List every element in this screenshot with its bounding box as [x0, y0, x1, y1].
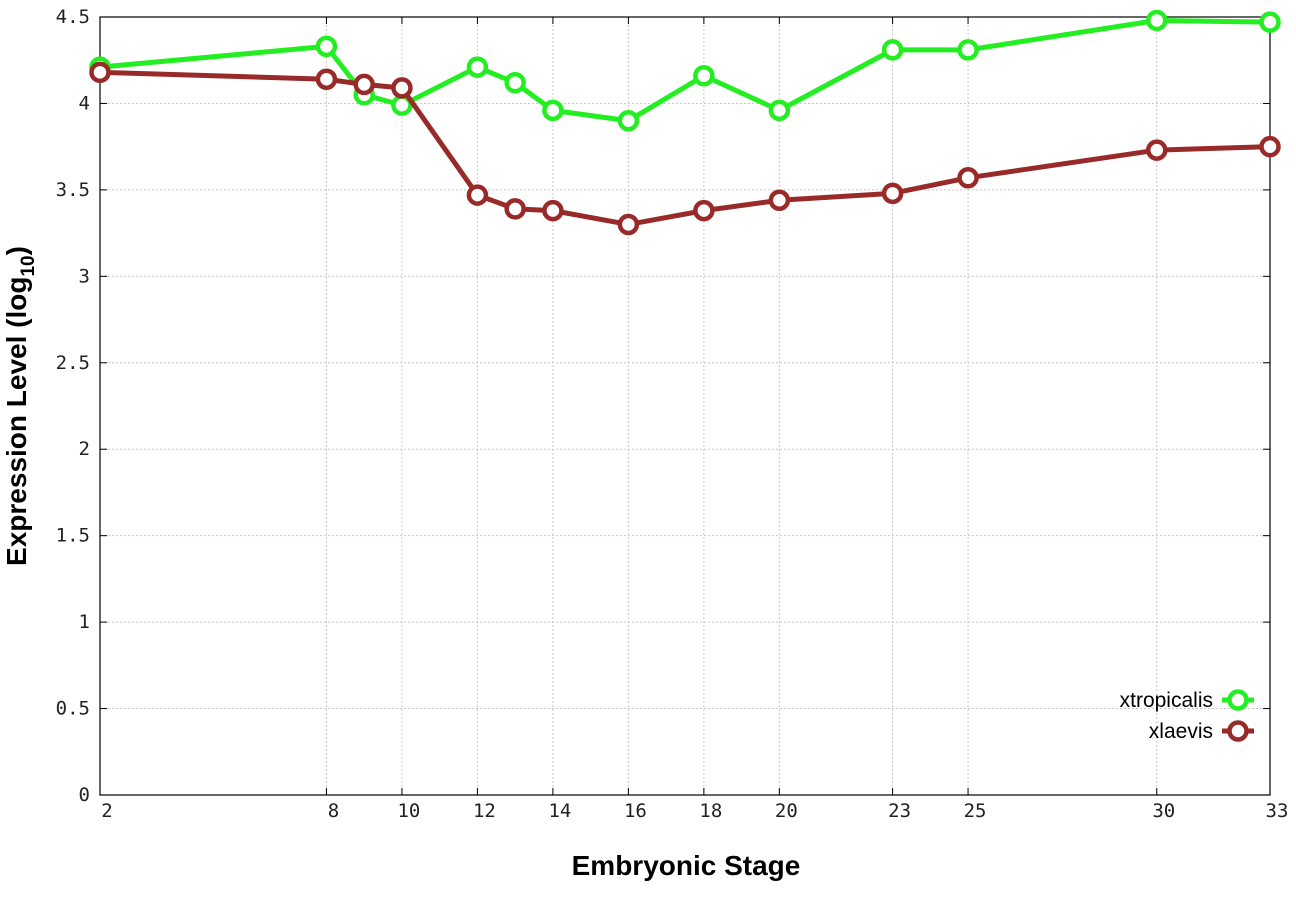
y-tick-label: 2.5 — [56, 352, 90, 374]
x-tick-label: 33 — [1266, 800, 1289, 822]
data-point-xtropicalis — [957, 39, 979, 61]
y-axis-title-main: Expression Level (log — [1, 277, 32, 566]
legend-marker — [1227, 720, 1249, 742]
plot-frame — [99, 16, 1271, 796]
y-tick-label: 0 — [79, 784, 90, 806]
series-line-xlaevis — [99, 69, 1271, 227]
data-point-xlaevis — [1259, 135, 1281, 158]
data-point-xtropicalis — [881, 39, 904, 61]
x-tick-label: 10 — [397, 800, 420, 822]
data-point-xlaevis — [881, 182, 904, 205]
legend-marker — [1227, 689, 1249, 711]
y-tick-label: 1.5 — [56, 525, 90, 547]
axis-ticks: 0 0.5 1 1.5 2 2.5 3 3.5 4 4.5 2 8 10 12 14 16 18 20 23 25 30… — [56, 6, 1289, 822]
data-point-xlaevis — [768, 189, 791, 212]
data-point-xtropicalis — [693, 65, 715, 87]
data-point-xtropicalis — [617, 109, 640, 132]
x-axis-title: Embryonic Stage — [572, 850, 801, 881]
x-tick-label: 23 — [888, 800, 911, 822]
data-point-xtropicalis — [1259, 11, 1281, 33]
x-tick-label: 20 — [775, 800, 798, 822]
data-point-xlaevis — [957, 167, 979, 189]
x-tick-label: 16 — [624, 800, 647, 822]
x-tick-label: 18 — [699, 800, 722, 822]
legend-label: xlaevis — [1149, 720, 1213, 743]
data-point-xtropicalis — [504, 71, 526, 94]
x-tick-label: 2 — [101, 800, 112, 822]
data-point-xtropicalis — [542, 99, 564, 122]
data-point-xlaevis — [542, 199, 564, 222]
data-point-xlaevis — [353, 73, 375, 96]
y-tick-label: 4.5 — [56, 6, 90, 28]
series-layer — [89, 9, 1281, 236]
x-tick-label: 30 — [1152, 800, 1175, 822]
legend: xtropicalis xlaevis — [1120, 689, 1254, 743]
data-point-xtropicalis — [315, 35, 338, 58]
y-tick-label: 3 — [79, 265, 90, 287]
data-point-xlaevis — [89, 61, 111, 84]
data-point-xlaevis — [617, 213, 640, 236]
data-point-xtropicalis — [466, 56, 489, 78]
y-tick-label: 4 — [79, 92, 90, 114]
y-tick-label: 0.5 — [56, 698, 90, 720]
x-tick-label: 25 — [964, 800, 987, 822]
series-xlaevis — [89, 61, 1281, 236]
data-point-xlaevis — [466, 184, 489, 206]
data-point-xlaevis — [504, 198, 526, 220]
x-tick-label: 8 — [328, 800, 339, 822]
x-tick-label: 12 — [473, 800, 496, 822]
y-axis-title-subscript: 10 — [18, 255, 39, 276]
data-point-xtropicalis — [768, 99, 791, 122]
series-line-xtropicalis — [99, 17, 1271, 124]
y-tick-label: 3.5 — [56, 179, 90, 201]
y-tick-label: 1 — [79, 611, 90, 633]
data-point-xlaevis — [1146, 139, 1168, 161]
grid-lines — [100, 17, 1270, 795]
data-point-xlaevis — [391, 77, 413, 99]
data-point-xtropicalis — [1146, 9, 1168, 32]
legend-label: xtropicalis — [1120, 689, 1213, 712]
data-point-xlaevis — [315, 68, 338, 90]
data-point-xlaevis — [693, 199, 715, 222]
x-tick-label: 14 — [548, 800, 571, 822]
y-axis-title: Expression Level (log10) — [1, 246, 39, 566]
series-xtropicalis — [89, 9, 1281, 132]
y-tick-label: 2 — [79, 438, 90, 460]
y-axis-title-close: ) — [1, 246, 32, 255]
